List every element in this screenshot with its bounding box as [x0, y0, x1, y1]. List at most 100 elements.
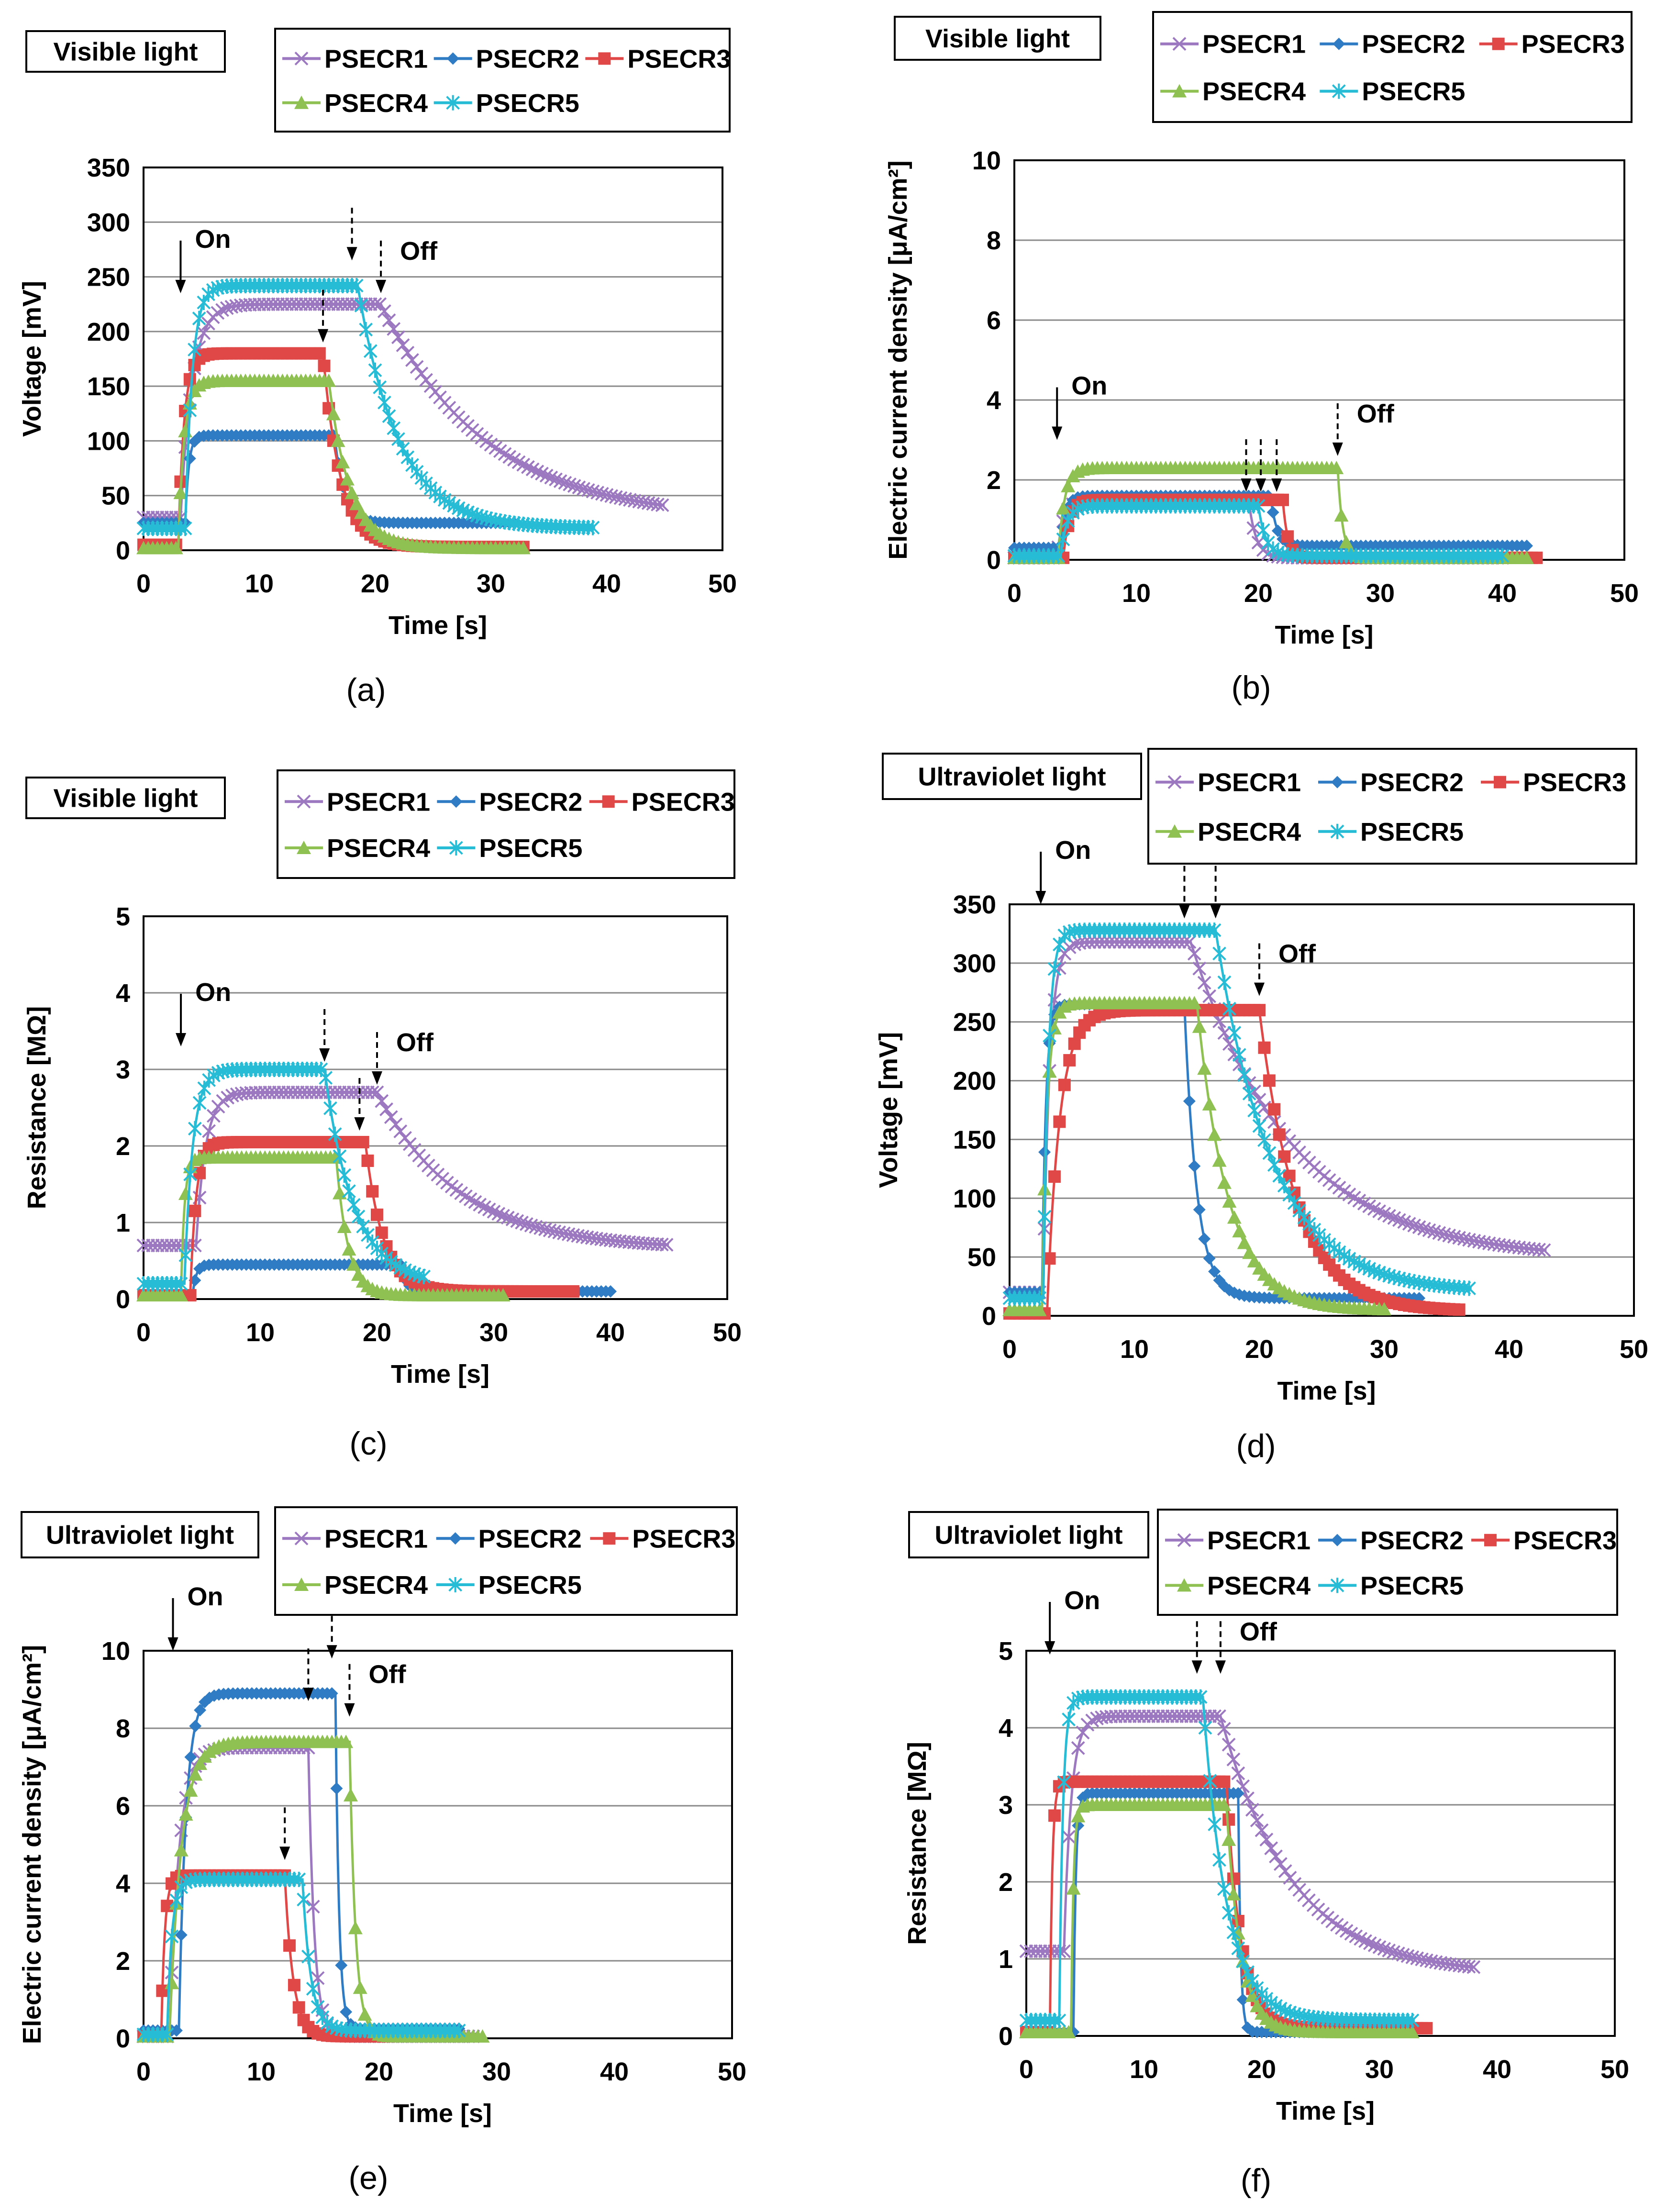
x-tick-label-5: 50 [713, 1318, 742, 1347]
data-point [174, 1276, 188, 1291]
legend-marker [602, 795, 615, 808]
data-point [215, 303, 229, 317]
data-point [414, 367, 429, 381]
legend: PSECR1 PSECR2 PSECR3 PSECR4 PSECR5 [1157, 1509, 1618, 1616]
x-tick-label-1: 10 [247, 2057, 276, 2086]
data-point [1217, 975, 1232, 990]
x-axis-label: Time [s] [1277, 1377, 1376, 1405]
data-point [482, 1202, 496, 1217]
y-tick-label-2: 100 [953, 1184, 996, 1213]
off-arrow [354, 1078, 365, 1131]
data-point [1057, 1774, 1071, 1790]
legend-label: PSECR4 [327, 834, 430, 863]
data-point [521, 460, 535, 474]
data-point [1082, 935, 1097, 949]
data-point [1063, 1054, 1076, 1067]
legend-marker [297, 794, 311, 809]
legend-box [274, 28, 731, 133]
data-point [348, 1921, 363, 1934]
x-tick-label-5: 50 [1600, 2055, 1629, 2084]
data-point [1188, 1160, 1201, 1173]
data-point [1268, 1103, 1281, 1116]
data-point [651, 497, 665, 511]
legend-marker [294, 1578, 309, 1591]
x-tick-label-1: 10 [1120, 1335, 1149, 1364]
y-tick-label-4: 4 [116, 979, 130, 1008]
legend: PSECR1 PSECR2 PSECR3 PSECR4 PSECR5 [1152, 11, 1633, 123]
data-point [357, 2007, 372, 2021]
data-point [1056, 501, 1070, 515]
data-point [1257, 1132, 1271, 1148]
legend-entry-psecr3: PSECR3 [585, 44, 731, 73]
data-point [1377, 1302, 1391, 1316]
data-point [1076, 1725, 1090, 1740]
on-label: On [195, 225, 231, 254]
data-point [342, 1183, 356, 1199]
data-point [1387, 1945, 1400, 1959]
data-point [188, 342, 201, 357]
data-point [515, 1215, 529, 1230]
y-tick-label-3: 3 [116, 1056, 130, 1084]
data-point [202, 1124, 216, 1138]
data-point [322, 373, 336, 387]
light-label-box [25, 30, 226, 73]
data-point [1208, 1816, 1222, 1832]
data-point [1197, 976, 1211, 990]
legend-marker [450, 795, 463, 808]
data-point [1051, 548, 1066, 564]
legend: PSECR1 PSECR2 PSECR3 PSECR4 PSECR5 [277, 769, 735, 879]
data-point [1043, 1028, 1056, 1044]
data-point [333, 1148, 347, 1164]
data-point [516, 541, 531, 555]
legend-box [277, 769, 735, 879]
data-point [1240, 1974, 1255, 1988]
data-point [1266, 506, 1279, 519]
data-point [168, 541, 183, 555]
off-label: Off [1357, 400, 1395, 428]
data-point [1227, 1025, 1242, 1041]
data-point [1232, 1787, 1244, 1800]
data-point [292, 2001, 305, 2014]
data-point [189, 1204, 201, 1217]
legend-label: PSECR4 [1198, 818, 1301, 846]
off-arrow [279, 1807, 290, 1860]
chart-panel-a: 0 50 100 150 200 250 300 350 0 10 20 30 40 50 Time [s]… [18, 28, 737, 708]
data-point [1227, 1210, 1242, 1224]
off-arrow [326, 1606, 337, 1659]
legend-label: PSECR4 [1207, 1571, 1311, 1600]
legend-marker [446, 95, 460, 111]
x-tick-label-0: 0 [136, 2057, 151, 2086]
data-point [1405, 2012, 1420, 2028]
data-point [201, 316, 215, 331]
off-label: Off [369, 1660, 407, 1689]
data-point [1212, 1709, 1226, 1723]
y-tick-label-5: 10 [972, 146, 1001, 175]
data-point [1372, 1940, 1387, 1954]
data-point [400, 345, 415, 360]
legend-label: PSECR1 [324, 44, 428, 73]
data-point [1217, 1175, 1232, 1189]
data-point [1217, 1798, 1232, 1811]
y-tick-label-0: 0 [987, 546, 1001, 575]
legend-marker [1331, 1534, 1344, 1546]
data-point [1251, 535, 1266, 550]
data-point [1071, 1809, 1086, 1823]
data-point [1255, 1823, 1269, 1837]
data-point [1062, 1712, 1076, 1727]
legend-box [1157, 1509, 1618, 1616]
y-tick-label-0: 0 [999, 2022, 1013, 2051]
data-point [1217, 1881, 1231, 1897]
off-arrow [344, 1664, 355, 1717]
legend-entry-psecr2: PSECR2 [1320, 30, 1465, 59]
light-label-box [882, 753, 1142, 800]
data-point [1397, 1215, 1411, 1229]
y-tick-label-4: 200 [953, 1067, 996, 1096]
y-tick-label-5: 10 [101, 1637, 130, 1666]
legend-label: PSECR4 [1202, 78, 1306, 106]
legend-marker [603, 1532, 616, 1545]
data-point [510, 1214, 524, 1228]
data-point [1271, 524, 1284, 537]
off-label: Off [400, 237, 438, 266]
x-tick-label-3: 30 [1366, 579, 1395, 608]
